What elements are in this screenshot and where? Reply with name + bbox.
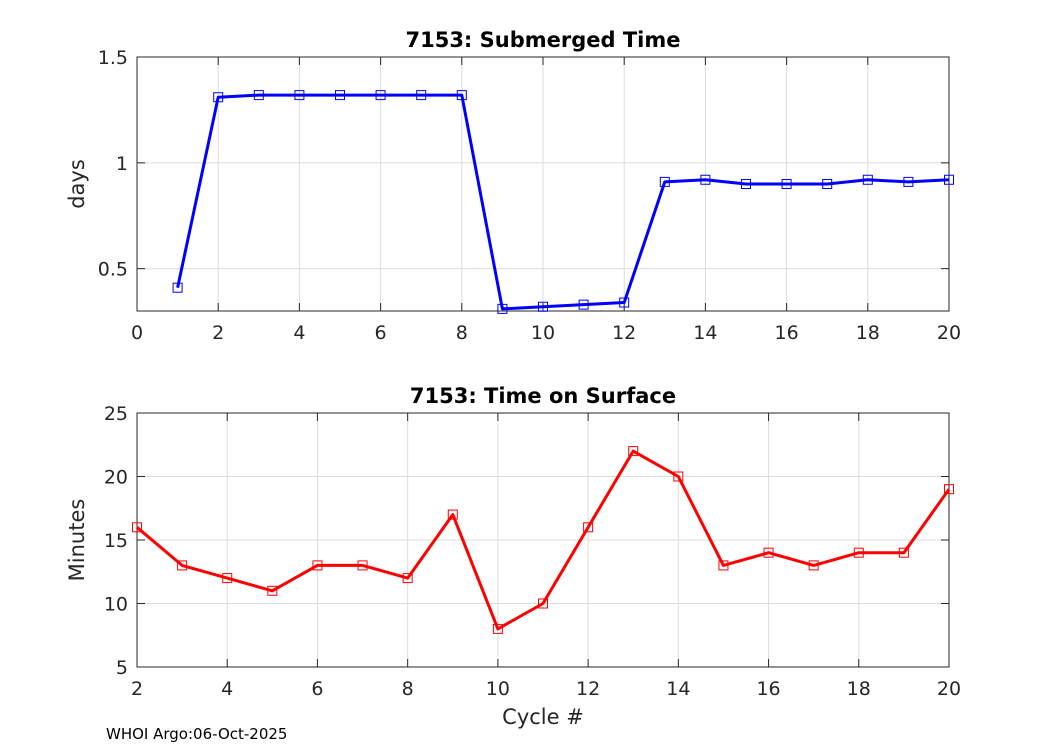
data-point-marker — [538, 301, 548, 312]
data-point-marker — [862, 174, 873, 185]
y-axis-label: days — [65, 159, 89, 209]
data-point-marker — [172, 282, 183, 293]
x-tick-label: 10 — [531, 322, 555, 344]
x-tick-label: 14 — [666, 678, 690, 700]
time-on-surface-chart: 2 4 6 8 10 12 14 16 18 20 5 10 15 20 25 7153: Time on S… — [65, 384, 961, 729]
data-point-marker — [853, 547, 864, 558]
data-point-marker — [659, 176, 670, 187]
x-tick-label: 18 — [847, 678, 871, 700]
data-point-marker — [763, 547, 774, 558]
data-point-marker — [375, 90, 386, 101]
chart-title: 7153: Time on Surface — [410, 384, 676, 408]
data-point-marker — [628, 446, 639, 457]
data-point-marker — [222, 573, 233, 584]
data-point-marker — [335, 90, 345, 101]
data-point-marker — [497, 303, 508, 314]
y-tick-label: 5 — [116, 657, 128, 679]
data-point-marker — [741, 179, 751, 189]
series-line — [136, 449, 951, 631]
data-point-marker — [416, 90, 427, 101]
data-point-marker — [132, 522, 142, 533]
y-tick-label: 10 — [104, 594, 128, 616]
x-tick-label: 2 — [212, 322, 224, 344]
x-tick-label: 6 — [311, 678, 323, 700]
data-point-marker — [357, 560, 368, 571]
data-point-marker — [673, 471, 684, 482]
y-axis-label: Minutes — [65, 499, 89, 582]
y-tick-label: 0.5 — [98, 259, 128, 281]
submerged-time-chart: 0 2 4 6 8 10 12 14 16 18 20 0.5 1 1.5 7153: Submerged … — [65, 28, 961, 344]
data-point-marker — [177, 560, 188, 571]
data-point-marker — [578, 299, 589, 310]
x-tick-label: 16 — [756, 678, 780, 700]
x-tick-label: 14 — [693, 322, 717, 344]
data-point-marker — [944, 484, 954, 495]
y-tick-label: 25 — [104, 403, 128, 425]
data-point-marker — [619, 297, 630, 308]
data-point-marker — [492, 623, 503, 634]
y-tick-label: 20 — [104, 467, 128, 489]
x-tick-label: 2 — [131, 678, 143, 700]
axes-frame — [136, 412, 950, 668]
data-point-marker — [903, 176, 914, 187]
data-point-marker — [253, 90, 264, 101]
y-tick-label: 1 — [116, 153, 128, 175]
data-point-marker — [456, 90, 467, 101]
x-axis-label: Cycle # — [502, 705, 584, 729]
data-point-marker — [402, 573, 413, 584]
data-point-marker — [781, 179, 792, 189]
y-tick-label: 15 — [104, 530, 128, 552]
x-tick-label: 0 — [131, 322, 143, 344]
x-tick-label: 20 — [937, 322, 961, 344]
data-point-marker — [583, 522, 594, 533]
x-tick-label: 4 — [221, 678, 233, 700]
x-tick-label: 12 — [576, 678, 600, 700]
data-point-marker — [447, 509, 458, 520]
data-point-marker — [898, 547, 909, 558]
data-point-marker — [294, 90, 305, 101]
x-tick-label: 20 — [937, 678, 961, 700]
data-point-marker — [944, 174, 954, 185]
series-line — [176, 93, 950, 311]
data-point-marker — [700, 174, 711, 185]
x-tick-label: 8 — [402, 678, 414, 700]
x-tick-label: 6 — [375, 322, 387, 344]
data-point-marker — [312, 560, 323, 571]
data-point-marker — [808, 560, 819, 571]
x-tick-label: 8 — [456, 322, 468, 344]
x-tick-label: 16 — [775, 322, 799, 344]
x-tick-label: 10 — [486, 678, 510, 700]
footer-text: WHOI Argo:06-Oct-2025 — [106, 725, 288, 743]
data-point-marker — [822, 179, 833, 189]
data-point-marker — [213, 92, 224, 103]
x-tick-label: 18 — [856, 322, 880, 344]
x-tick-label: 12 — [612, 322, 636, 344]
x-tick-label: 4 — [293, 322, 305, 344]
data-point-marker — [538, 598, 548, 609]
data-point-marker — [718, 560, 729, 571]
data-point-marker — [267, 585, 278, 596]
chart-title: 7153: Submerged Time — [405, 28, 680, 52]
y-tick-label: 1.5 — [98, 47, 128, 69]
